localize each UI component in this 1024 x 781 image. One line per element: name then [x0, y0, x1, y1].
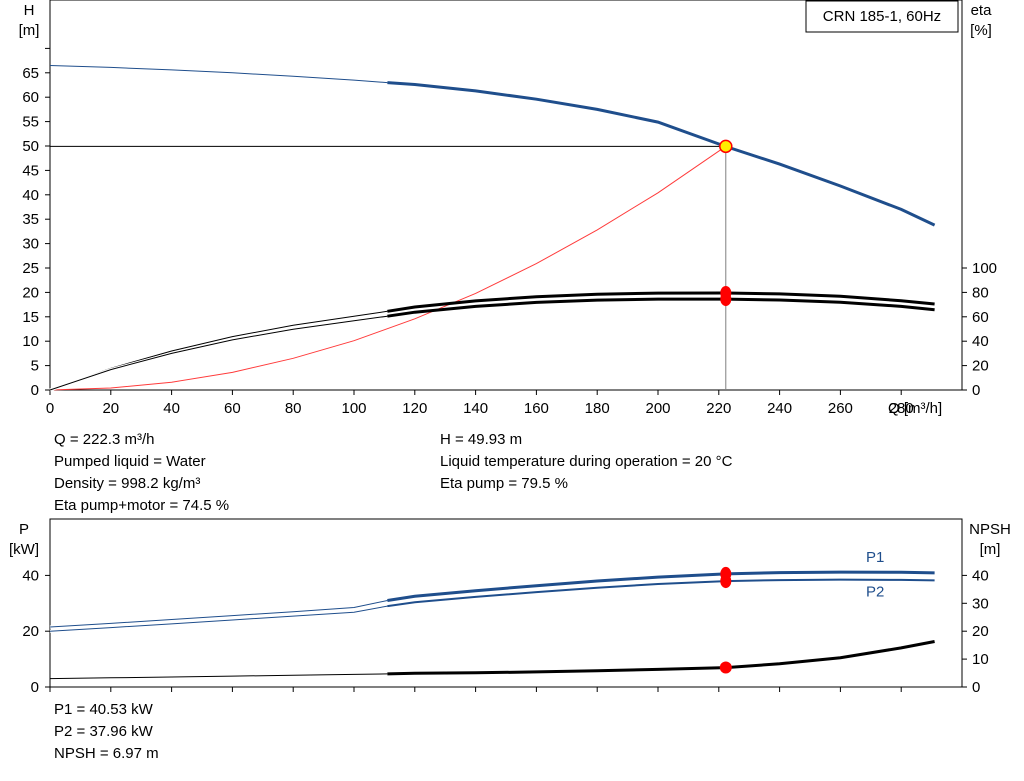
npsh-axis-unit: [m] [980, 541, 1001, 558]
eta_pump_motor-curve [387, 297, 935, 318]
x-tick-label: 220 [706, 400, 731, 417]
head-tick-label: 25 [22, 260, 39, 277]
head-tick-label: 0 [31, 382, 39, 399]
info-temperature: Liquid temperature during operation = 20… [440, 453, 733, 470]
eta_pump-curve [387, 291, 935, 313]
operating-info-right: H = 49.93 m Liquid temperature during op… [440, 429, 732, 495]
power-chart-frame [49, 518, 963, 688]
x-tick-label: 200 [645, 400, 670, 417]
info-flow: Q = 222.3 m³/h [54, 431, 155, 448]
p2-curve-label: P2 [866, 583, 884, 600]
x-tick-label: 100 [341, 400, 366, 417]
eta-tick-label: 40 [972, 333, 989, 350]
head-chart-frame [49, 0, 963, 391]
head-curve-extension [49, 65, 388, 84]
head-axis-label: H [24, 2, 35, 19]
power-tick-label: 20 [22, 623, 39, 640]
head-tick-label: 55 [22, 114, 39, 131]
info-head: H = 49.93 m [440, 431, 523, 448]
x-tick-label: 60 [224, 400, 241, 417]
eta-axis-label: eta [971, 2, 993, 19]
head-tick-label: 20 [22, 284, 39, 301]
chart-title-box [805, 0, 959, 33]
x-tick-label: 0 [46, 400, 54, 417]
x-tick-label: 240 [767, 400, 792, 417]
power-curve-extension [49, 605, 388, 632]
power-chart-plot: 0 20 40 0 10 20 30 40 P1 P2 [22, 549, 988, 696]
x-tick-label: 40 [163, 400, 180, 417]
npsh-tick-label: 10 [972, 651, 989, 668]
npsh-curve [387, 640, 935, 676]
npsh-curve-extension [49, 673, 388, 680]
eta-tick-label: 80 [972, 284, 989, 301]
npsh-tick-label: 0 [972, 679, 980, 696]
eta-pump-motor-marker [720, 292, 732, 307]
x-tick-label: 140 [463, 400, 488, 417]
npsh-tick-label: 30 [972, 595, 989, 612]
power-axis-unit: [kW] [9, 541, 39, 558]
x-tick-label: 260 [828, 400, 853, 417]
head-tick-label: 45 [22, 162, 39, 179]
head-tick-label: 30 [22, 236, 39, 253]
eta-tick-label: 100 [972, 260, 997, 277]
head-tick-label: 60 [22, 89, 39, 106]
x-tick-label: 80 [285, 400, 302, 417]
eta-curve-extension [49, 315, 388, 391]
head-tick-label: 10 [22, 333, 39, 350]
head-tick-label: 65 [22, 65, 39, 82]
head-curve [387, 81, 936, 227]
eta-tick-label: 0 [972, 382, 980, 399]
chart-title: CRN 185-1, 60Hz [823, 8, 941, 25]
operating-point-marker [719, 139, 733, 154]
operating-info-left: Q = 222.3 m³/h Pumped liquid = Water Den… [54, 429, 229, 517]
head-tick-label: 50 [22, 138, 39, 155]
info-p2: P2 = 37.96 kW [54, 723, 153, 740]
info-eta-pump-motor: Eta pump+motor = 74.5 % [54, 497, 230, 514]
npsh-marker [719, 661, 732, 674]
p1-curve-label: P1 [866, 549, 884, 566]
x-tick-label: 280 [889, 400, 914, 417]
x-tick-label: 120 [402, 400, 427, 417]
head-tick-label: 5 [31, 358, 39, 375]
info-density: Density = 998.2 kg/m³ [54, 475, 201, 492]
flow-axis-label: Q [m³/h] [888, 400, 942, 417]
power-tick-label: 40 [22, 567, 39, 584]
info-p1: P1 = 40.53 kW [54, 701, 153, 718]
info-eta-pump: Eta pump = 79.5 % [440, 475, 568, 492]
x-tick-label: 180 [585, 400, 610, 417]
npsh-tick-label: 20 [972, 623, 989, 640]
eta-tick-label: 60 [972, 309, 989, 326]
eta-tick-label: 20 [972, 358, 989, 375]
head-tick-label: 40 [22, 187, 39, 204]
system-curve [49, 145, 727, 391]
x-tick-label: 20 [102, 400, 119, 417]
p2-curve [387, 578, 935, 608]
p1-curve [387, 570, 935, 602]
npsh-tick-label: 40 [972, 567, 989, 584]
head-chart-plot: 0 20 40 60 80 100 120 140 160 180 200 220 240 260 2800… [22, 47, 997, 417]
x-tick-label: 160 [524, 400, 549, 417]
eta-curve-outline [49, 314, 388, 392]
head-tick-label: 35 [22, 211, 39, 228]
head-axis-unit: [m] [19, 22, 40, 39]
power-axis-label: P [19, 521, 29, 538]
head-tick-label: 15 [22, 309, 39, 326]
power-info: P1 = 40.53 kW P2 = 37.96 kW NPSH = 6.97 … [54, 699, 159, 765]
info-npsh: NPSH = 6.97 m [54, 745, 159, 762]
npsh-axis-label: NPSH [969, 521, 1011, 538]
eta-axis-unit: [%] [970, 22, 992, 39]
power-curve-extension [49, 600, 388, 628]
info-liquid: Pumped liquid = Water [54, 453, 206, 470]
p2-marker [720, 574, 732, 589]
power-tick-label: 0 [31, 679, 39, 696]
